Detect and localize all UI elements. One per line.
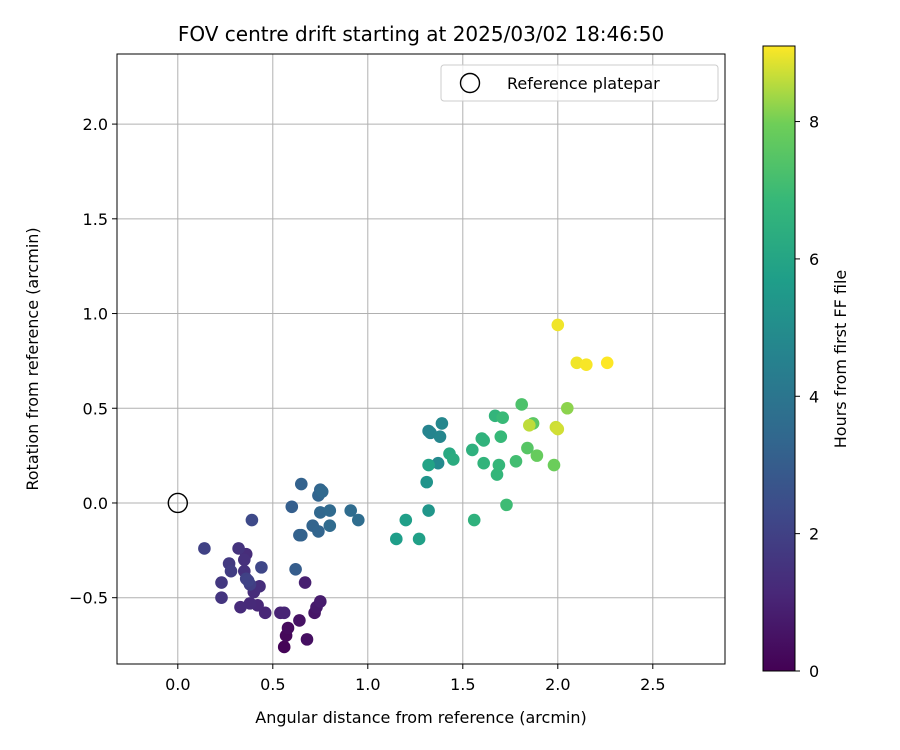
colorbar-tick-label: 2 [809,525,819,544]
y-tick-label: −0.5 [69,589,108,608]
x-tick-label: 1.5 [450,675,475,694]
reference-platepar-marker [167,492,189,514]
data-point [420,475,434,489]
data-point [198,542,211,555]
data-point [515,398,528,411]
data-point [496,411,510,425]
x-tick-label: 1.0 [355,675,380,694]
data-point [323,519,337,533]
colorbar-gradient [763,46,795,671]
data-point [422,458,435,472]
legend-entry-reference: Reference platepar [507,74,660,93]
data-point [312,525,325,538]
data-point [467,513,481,527]
data-point [523,419,536,432]
colorbar-ticks: 0 2 4 6 8 [795,113,819,681]
data-point [255,561,268,574]
data-point [530,449,544,462]
data-point [295,528,308,542]
data-point [521,441,534,455]
y-tick-label: 2.0 [83,115,108,134]
reference-marker-group [167,492,189,514]
data-point [224,564,238,578]
data-point [232,542,245,555]
colorbar-label: Hours from first FF file [831,270,850,449]
data-point [352,513,365,527]
data-point [551,422,565,436]
data-point [580,358,593,371]
data-point [494,430,508,443]
data-point [600,356,614,370]
data-point [431,456,445,470]
data-point [253,580,266,593]
data-point [298,576,312,589]
legend-reference-marker [459,72,481,94]
data-point [447,453,460,466]
data-point [241,574,255,587]
data-point [551,318,565,332]
legend-box [440,64,719,102]
data-point [234,600,247,614]
data-point [570,356,584,370]
x-tick-label: 0.5 [260,675,285,694]
data-point [295,477,308,491]
data-point [285,500,299,514]
data-point [500,498,513,512]
data-point [277,606,291,620]
data-point [277,640,291,654]
data-point [490,468,504,481]
plot-frame [116,53,726,665]
data-point [293,614,306,627]
data-point [315,485,329,498]
x-axis-ticks: 0.0 0.5 1.0 1.5 2.0 2.5 [165,664,666,694]
data-point [509,454,523,468]
data-point [323,504,337,517]
data-point [399,513,413,527]
data-point [433,430,447,443]
data-point [300,633,314,646]
data-point [477,434,491,447]
data-point [314,595,327,608]
y-tick-label: 1.5 [83,210,108,229]
grid-lines [117,54,725,664]
data-point [492,458,506,472]
data-point [243,597,257,610]
data-point [466,443,479,457]
x-tick-label: 2.0 [545,675,570,694]
legend: Reference platepar [440,64,719,102]
colorbar-tick-label: 0 [809,662,819,681]
y-axis-label: Rotation from reference (arcmin) [23,227,42,490]
data-point [561,401,574,415]
colorbar-tick-label: 8 [809,113,819,132]
data-point [281,621,295,635]
data-point [314,506,327,519]
colorbar-tick-label: 6 [809,250,819,269]
chart-title: FOV centre drift starting at 2025/03/02 … [178,22,664,46]
y-axis-ticks: −0.5 0.0 0.5 1.0 1.5 2.0 [69,115,117,608]
y-tick-label: 1.0 [83,305,108,324]
y-tick-label: 0.5 [83,399,108,418]
data-point [238,553,251,567]
x-tick-label: 0.0 [165,675,190,694]
data-point [422,504,435,517]
x-tick-label: 2.5 [640,675,665,694]
data-point [245,513,259,527]
data-point [412,532,426,546]
data-point [390,532,403,546]
data-point [289,562,302,576]
colorbar-frame [762,45,796,672]
x-axis-label: Angular distance from reference (arcmin) [255,708,586,727]
colorbar-tick-label: 4 [809,387,819,406]
data-point [547,458,561,472]
data-point [477,456,491,470]
data-point [215,591,228,604]
y-tick-label: 0.0 [83,494,108,513]
data-point [424,426,437,440]
data-point [344,504,358,517]
data-point [215,576,228,589]
scatter-points [198,318,614,654]
data-point [435,417,449,430]
